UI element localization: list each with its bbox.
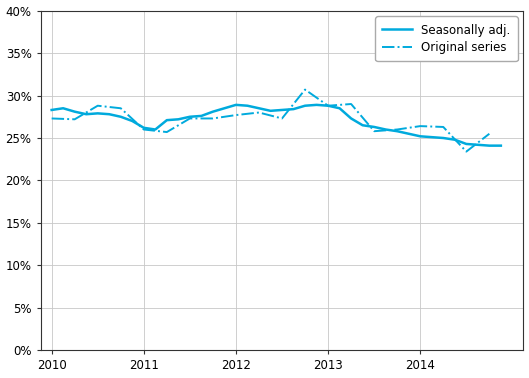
Seasonally adj. — [360, 123, 366, 127]
Seasonally adj. — [417, 134, 423, 139]
Original series — [95, 104, 101, 108]
Seasonally adj. — [233, 102, 239, 107]
Original series — [394, 127, 400, 132]
Seasonally adj. — [163, 118, 170, 122]
Original series — [325, 104, 331, 108]
Seasonally adj. — [452, 138, 458, 142]
Original series — [187, 116, 193, 121]
Seasonally adj. — [463, 142, 469, 146]
Seasonally adj. — [244, 104, 251, 108]
Seasonally adj. — [49, 108, 55, 112]
Original series — [163, 130, 170, 134]
Original series — [49, 116, 55, 121]
Seasonally adj. — [313, 102, 320, 107]
Seasonally adj. — [129, 119, 135, 123]
Seasonally adj. — [175, 117, 181, 122]
Seasonally adj. — [117, 115, 124, 119]
Seasonally adj. — [440, 136, 446, 140]
Seasonally adj. — [486, 143, 492, 148]
Original series — [71, 117, 78, 122]
Seasonally adj. — [382, 127, 389, 132]
Seasonally adj. — [60, 106, 66, 110]
Seasonally adj. — [325, 104, 331, 108]
Seasonally adj. — [302, 104, 308, 108]
Original series — [141, 127, 147, 132]
Seasonally adj. — [348, 116, 354, 121]
Seasonally adj. — [141, 125, 147, 130]
Original series — [256, 110, 262, 115]
Original series — [233, 113, 239, 117]
Seasonally adj. — [406, 132, 412, 136]
Seasonally adj. — [428, 135, 435, 139]
Legend: Seasonally adj., Original series: Seasonally adj., Original series — [375, 17, 517, 61]
Original series — [440, 125, 446, 129]
Original series — [209, 116, 216, 121]
Seasonally adj. — [152, 127, 159, 132]
Original series — [279, 116, 285, 121]
Seasonally adj. — [267, 108, 273, 113]
Original series — [348, 102, 354, 106]
Seasonally adj. — [209, 109, 216, 114]
Seasonally adj. — [256, 106, 262, 110]
Original series — [371, 129, 377, 133]
Seasonally adj. — [106, 112, 112, 116]
Original series — [463, 149, 469, 154]
Seasonally adj. — [475, 143, 481, 147]
Seasonally adj. — [198, 114, 205, 118]
Seasonally adj. — [83, 112, 89, 116]
Seasonally adj. — [71, 109, 78, 114]
Seasonally adj. — [336, 106, 343, 110]
Original series — [486, 132, 492, 136]
Original series — [117, 106, 124, 110]
Seasonally adj. — [187, 115, 193, 119]
Original series — [302, 87, 308, 92]
Line: Original series: Original series — [52, 90, 489, 152]
Seasonally adj. — [498, 143, 504, 148]
Seasonally adj. — [394, 129, 400, 133]
Seasonally adj. — [95, 111, 101, 116]
Seasonally adj. — [221, 106, 227, 110]
Seasonally adj. — [371, 125, 377, 129]
Seasonally adj. — [290, 107, 297, 112]
Seasonally adj. — [279, 108, 285, 112]
Line: Seasonally adj.: Seasonally adj. — [52, 105, 501, 146]
Original series — [417, 124, 423, 129]
